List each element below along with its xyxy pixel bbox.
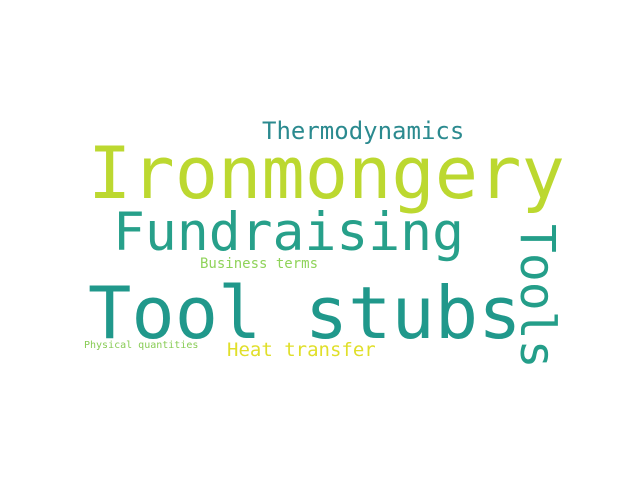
word-business-terms: Business terms xyxy=(200,256,319,272)
word-physical-quantities: Physical quantities xyxy=(84,340,199,351)
word-heat-transfer: Heat transfer xyxy=(227,339,376,361)
word-ironmongery: Ironmongery xyxy=(88,131,565,215)
word-tools: Tools xyxy=(509,224,565,369)
word-tool-stubs: Tool stubs xyxy=(88,271,522,355)
word-thermodynamics: Thermodynamics xyxy=(262,117,465,145)
word-fundraising: Fundraising xyxy=(113,202,464,263)
